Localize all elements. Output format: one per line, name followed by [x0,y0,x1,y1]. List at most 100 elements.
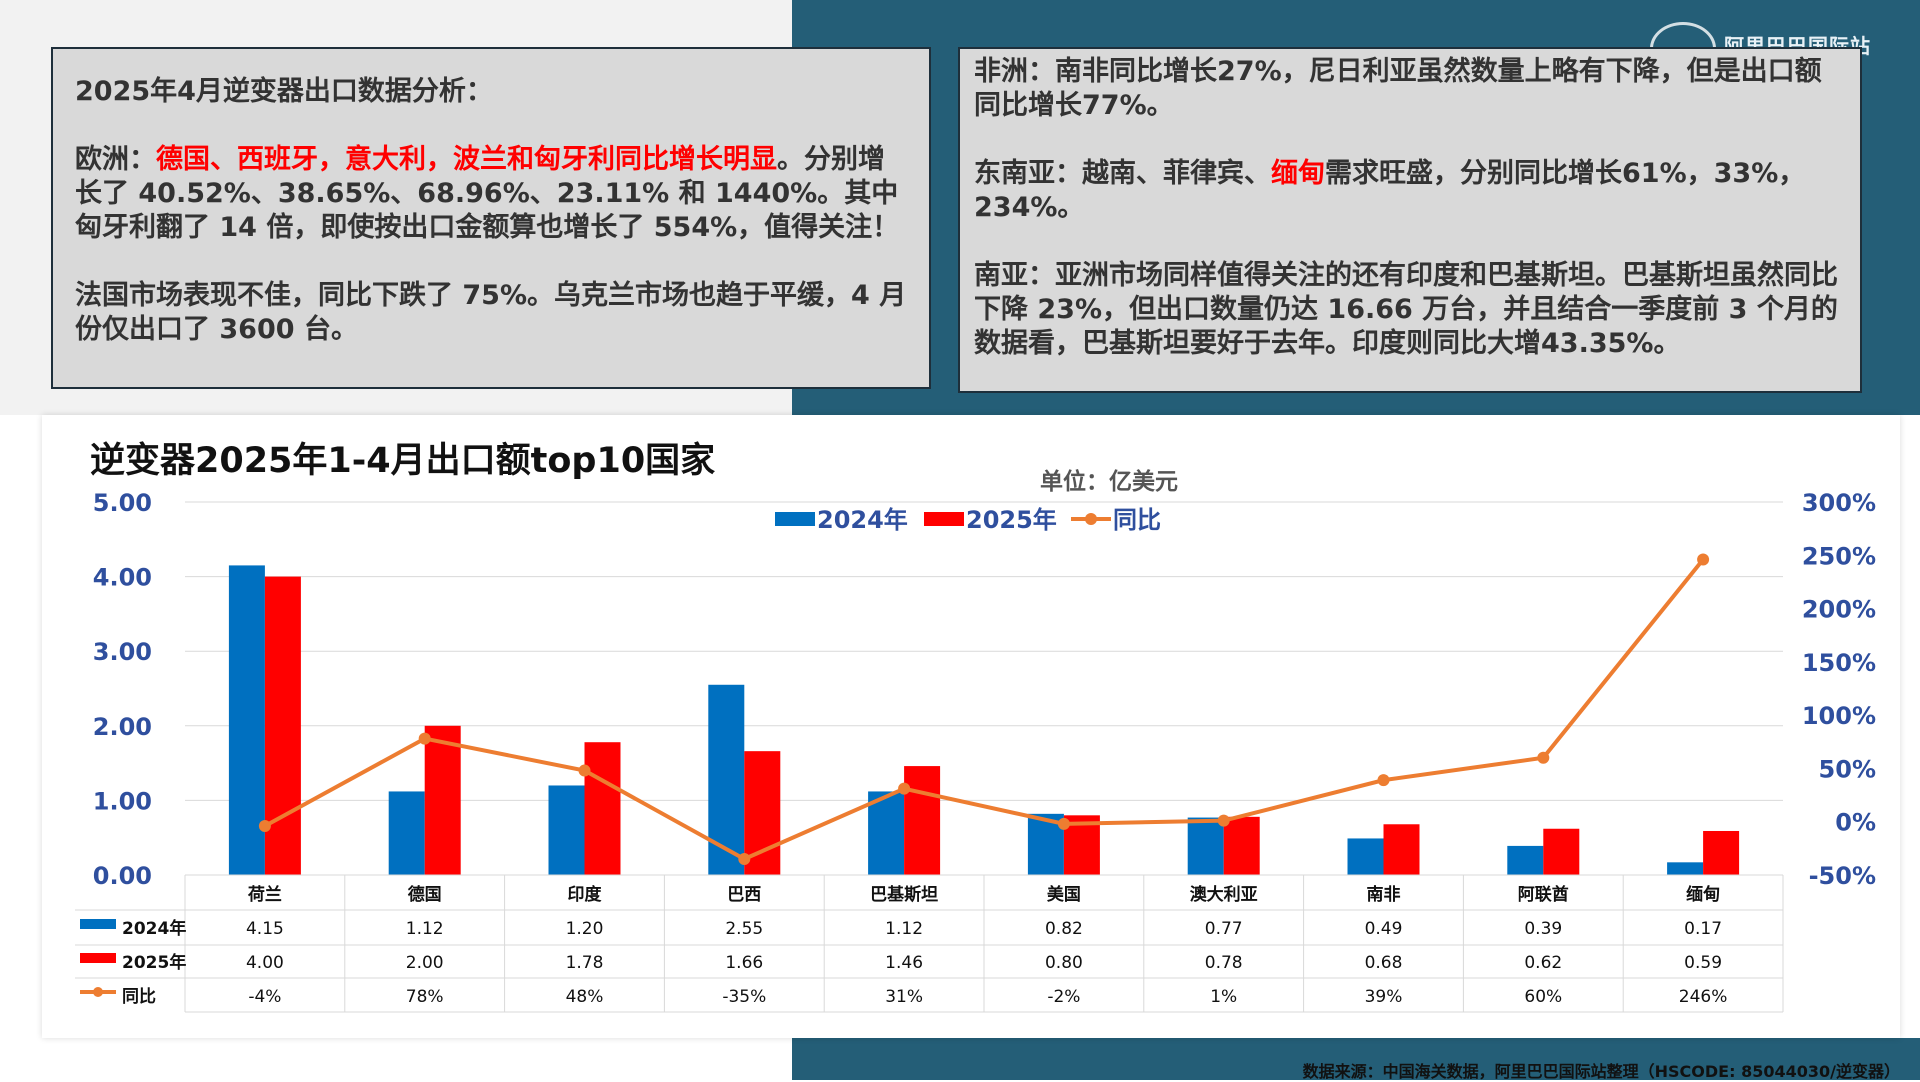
table-cell-2024: 0.39 [1524,919,1562,939]
yoy-point [738,853,751,866]
table-cell-yoy: 48% [566,987,604,1007]
yoy-point [1697,553,1710,566]
chart-title: 逆变器2025年1-4月出口额top10国家 [90,441,716,481]
y-tick-label: 3.00 [93,638,152,666]
bar-2025 [1543,828,1580,875]
southeast-asia-paragraph: 东南亚：越南、菲律宾、缅甸需求旺盛，分别同比增长61%，33%，234%。 [974,157,1846,225]
table-key-2024 [80,919,116,929]
france-paragraph: 法国市场表现不佳，同比下跌了 75%。乌克兰市场也趋于平缓，4 月份仅出口了 3… [75,280,907,345]
bar-2024 [1347,838,1384,875]
y2-tick-label: 50% [1819,755,1876,783]
y-tick-label: 5.00 [93,489,152,517]
bar-2024 [548,785,585,875]
category-label: 印度 [568,884,603,905]
table-cell-2025: 2.00 [406,953,444,973]
legend-label: 2024年 [817,506,908,534]
y2-tick-label: 0% [1835,809,1876,837]
bar-2025 [904,766,941,875]
europe-rest: 。分别增长了 40.52%、38.65%、68.96%、23.11% 和 144… [75,144,900,243]
sea-prefix: 东南亚：越南、菲律宾、 [974,158,1271,189]
table-row-label-2025: 2025年 [122,952,186,973]
category-label: 南非 [1367,884,1401,905]
table-cell-yoy: -4% [248,987,281,1007]
table-cell-yoy: 1% [1210,987,1237,1007]
europe-highlight: 德国、西班牙，意大利，波兰和匈牙利同比增长明显 [156,144,777,175]
sea-highlight: 缅甸 [1271,158,1325,189]
south-asia-paragraph: 南亚：亚洲市场同样值得关注的还有印度和巴基斯坦。巴基斯坦虽然同比下降 23%，但… [974,260,1838,359]
yoy-point [898,782,911,795]
legend-label: 2025年 [966,506,1057,534]
table-cell-2024: 0.17 [1684,919,1722,939]
table-key-2025 [80,953,116,963]
table-cell-2025: 0.59 [1684,953,1722,973]
bar-2025 [264,576,301,875]
bar-2025 [584,742,621,875]
table-cell-yoy: -35% [722,987,766,1007]
table-cell-yoy: 39% [1365,987,1403,1007]
table-cell-2024: 1.12 [885,919,923,939]
table-row-label-2024: 2024年 [122,918,186,939]
sea-rest: 需求旺盛，分别同比增长61%，33%，234%。 [974,158,1806,223]
bar-2024 [228,565,265,875]
bar-2024 [388,791,425,875]
category-label: 德国 [408,884,442,905]
table-cell-2025: 0.78 [1205,953,1243,973]
y2-tick-label: 100% [1802,702,1876,730]
europe-prefix: 欧洲： [75,144,156,175]
yoy-point [1057,817,1070,830]
bar-2024 [1667,862,1704,875]
bar-2024 [868,791,905,875]
bar-2024 [1187,817,1224,875]
source-note: 数据来源：中国海关数据，阿里巴巴国际站整理（HSCODE: 85044030/逆… [1302,1062,1900,1081]
legend-swatch-marker [1085,513,1097,525]
legend-swatch [924,512,964,526]
bar-2024 [708,684,745,875]
table-cell-yoy: -2% [1047,987,1080,1007]
table-cell-yoy: 31% [885,987,923,1007]
y2-tick-label: 200% [1802,596,1876,624]
bar-2025 [1223,816,1260,875]
table-cell-2024: 0.82 [1045,919,1083,939]
background-bottom [792,1038,1920,1080]
table-cell-2025: 0.80 [1045,953,1083,973]
table-cell-2024: 0.77 [1205,919,1243,939]
analysis-panel-right: 非洲：南非同比增长27%，尼日利亚虽然数量上略有下降，但是出口额同比增长77%。… [958,47,1862,393]
analysis-panel-left: 2025年4月逆变器出口数据分析： 欧洲：德国、西班牙，意大利，波兰和匈牙利同比… [51,47,931,389]
yoy-point [1537,751,1550,764]
category-label: 巴基斯坦 [870,884,938,905]
table-cell-yoy: 78% [406,987,444,1007]
table-cell-yoy: 246% [1679,987,1728,1007]
bar-2025 [1703,830,1740,875]
panel-heading: 2025年4月逆变器出口数据分析： [75,76,493,107]
chart-card [42,415,1900,1038]
y2-tick-label: -50% [1809,862,1876,890]
table-cell-2025: 1.46 [885,953,923,973]
y2-tick-label: 250% [1802,542,1876,570]
y2-tick-label: 150% [1802,649,1876,677]
europe-paragraph: 欧洲：德国、西班牙，意大利，波兰和匈牙利同比增长明显。分别增长了 40.52%、… [75,143,907,245]
category-label: 阿联酋 [1518,884,1569,905]
table-row-label-yoy: 同比 [122,986,156,1007]
category-label: 缅甸 [1686,884,1720,905]
bar-2025 [1383,824,1420,875]
yoy-line [263,558,1705,862]
legend-label: 同比 [1113,506,1161,534]
y-tick-label: 2.00 [93,713,152,741]
table-cell-2024: 1.20 [566,919,604,939]
table-cell-2024: 2.55 [725,919,763,939]
table-cell-2024: 0.49 [1365,919,1403,939]
table-cell-2025: 4.00 [246,953,284,973]
table-cell-yoy: 60% [1524,987,1562,1007]
category-label: 澳大利亚 [1190,884,1258,905]
y2-tick-label: 300% [1802,489,1876,517]
bar-2025 [424,725,461,875]
category-label: 荷兰 [248,884,282,905]
table-cell-2025: 1.78 [566,953,604,973]
y-tick-label: 0.00 [93,862,152,890]
table-cell-2024: 1.12 [406,919,444,939]
y-tick-label: 1.00 [93,787,152,815]
yoy-point [1217,814,1230,827]
table-cell-2024: 4.15 [246,919,284,939]
category-label: 巴西 [727,885,761,905]
